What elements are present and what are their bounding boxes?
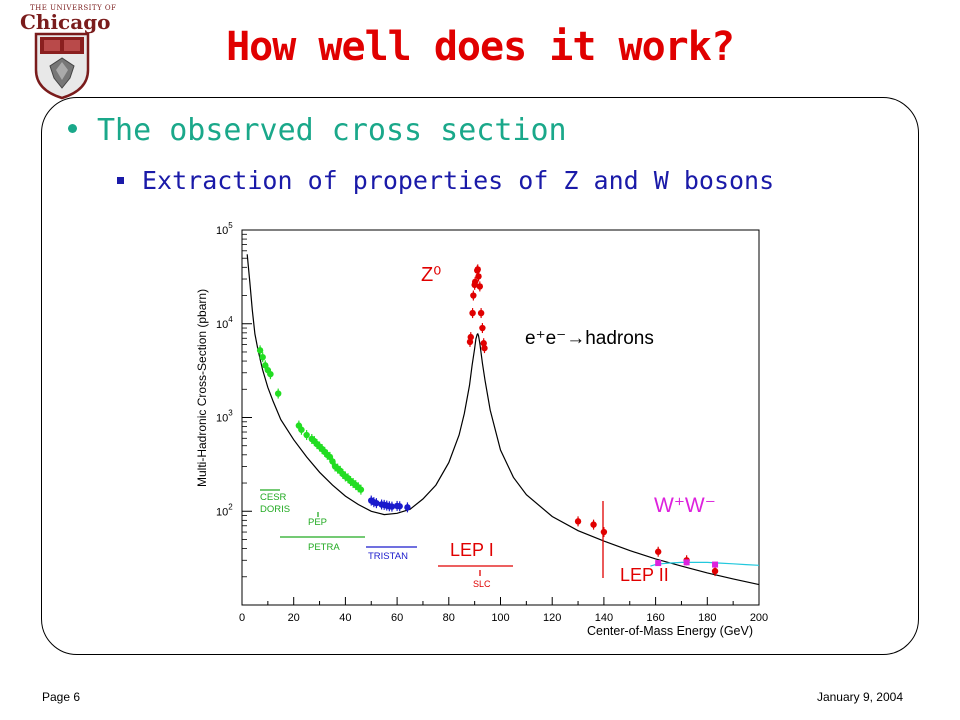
lep-i-point [475,273,482,280]
slide-title: How well does it work? [226,24,735,70]
bullet-level2: Extraction of properties of Z and W boso… [117,166,774,195]
petra-point [256,347,264,354]
w-w--point [655,560,662,567]
y-axis-label: Multi-Hadronic Cross-Section (pbarn) [195,289,209,487]
bullet-dot-icon [68,124,77,133]
page-number: Page 6 [42,690,81,704]
lep-i-point [467,333,474,341]
y-tick-label: 103 [216,409,233,425]
ww-label: W⁺W⁻ [654,494,716,517]
bullet-square-icon [117,176,124,184]
lep-i-point [477,309,485,317]
tristan-point [373,499,380,507]
x-tick-label: 40 [339,612,351,624]
x-axis-label: Center-of-Mass Energy (GeV) [587,624,753,638]
lep-i-point [480,340,487,347]
pep-label: PEP [308,517,327,528]
lep-i-point [476,283,484,290]
lep-ii-point [574,518,582,525]
slc-label: SLC [473,579,491,589]
bullet-level1: The observed cross section [68,113,567,148]
content-frame [41,97,919,655]
doris-label: DORIS [260,504,290,515]
lep-i-point [481,344,488,352]
petra-point [298,426,305,433]
x-tick-label: 200 [750,612,768,624]
university-logo [34,32,90,100]
petra-label: PETRA [308,542,340,553]
tristan-label: TRISTAN [368,551,408,562]
petra-point [267,370,274,378]
petra-point [274,390,282,397]
footer-date: January 9, 2004 [816,690,903,704]
x-tick-label: 20 [288,612,300,624]
cesr-label: CESR [260,492,287,503]
lep-i-point [474,266,481,273]
lep-i-point [470,292,477,299]
x-tick-label: 180 [698,612,716,624]
y-tick-label: 105 [216,221,233,237]
x-tick-label: 100 [491,612,509,624]
theory-curve [246,254,760,586]
lep-i-point [471,278,479,286]
tristan-point [388,503,396,510]
lep2-label: LEP II [620,565,669,585]
bullet-level1-text: The observed cross section [97,113,567,148]
x-tick-label: 80 [443,612,455,624]
x-tick-label: 120 [543,612,561,624]
x-tick-label: 160 [646,612,664,624]
z-peak-label: Z⁰ [421,264,441,286]
process-label: e⁺e⁻→hadrons [525,328,654,349]
lep-i-point [469,309,476,317]
logo-text-top: THE UNIVERSITY OF [30,4,117,12]
y-tick-label: 102 [216,502,233,518]
petra-point [329,458,336,465]
lep1-label: LEP I [450,540,494,560]
bullet-level2-text: Extraction of properties of Z and W boso… [142,166,775,195]
w-w--point [683,559,690,566]
lep-ii-point [711,567,719,575]
x-tick-label: 140 [595,612,613,624]
lep-ii-point [654,548,662,555]
petra-point [259,353,266,361]
y-tick-label: 104 [216,315,233,331]
cross-section-chart: 0 20 40 60 80 100 120 140 160 180 200102103104105 … [195,221,768,638]
lep-ii-point [600,528,608,536]
lep-ii-point [590,521,597,528]
lep-i-point [466,338,474,346]
petra-point [357,486,365,493]
x-tick-label: 0 [239,612,245,624]
lep-i-point [479,324,486,332]
x-tick-label: 60 [391,612,403,624]
petra-point [262,362,269,369]
tristan-point [396,503,403,510]
w-w--point [712,561,719,568]
tristan-point [404,504,411,511]
petra-point [303,431,310,439]
logo-text-main: Chicago [20,10,111,34]
